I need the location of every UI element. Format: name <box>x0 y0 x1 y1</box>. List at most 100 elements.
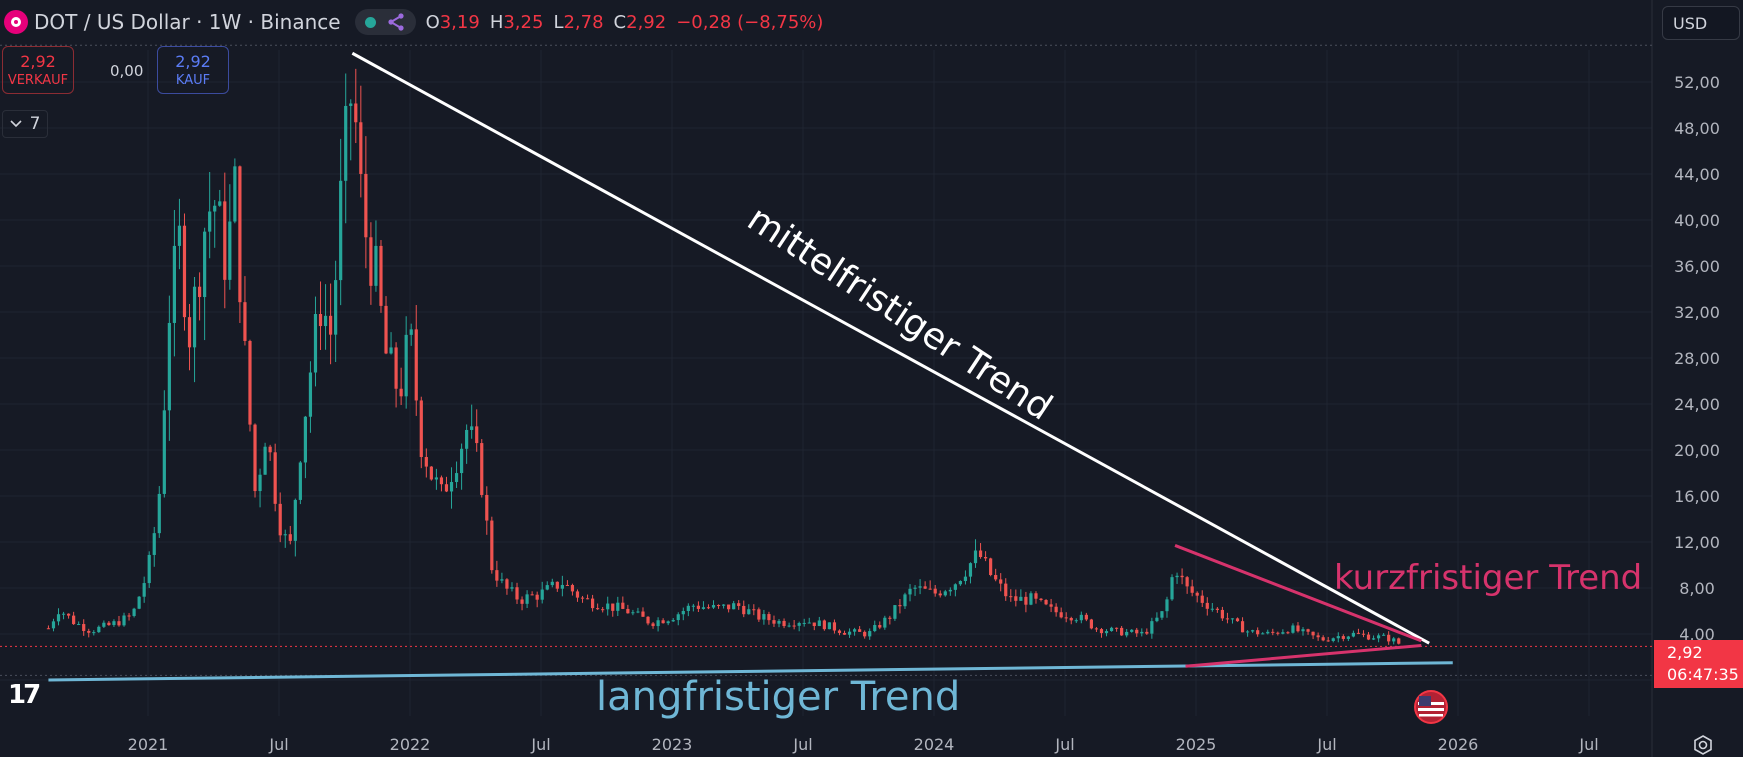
candle-body <box>490 520 494 571</box>
candle-body <box>293 499 297 541</box>
candle-body <box>575 591 580 598</box>
candle-body <box>893 605 897 619</box>
candle-body <box>228 221 232 280</box>
candle-body <box>888 617 892 619</box>
candle-body <box>268 446 272 453</box>
candle-body <box>218 201 222 206</box>
candle-body <box>167 322 171 411</box>
candle-body <box>192 286 197 348</box>
candle-body <box>1346 636 1350 639</box>
candle-body <box>1341 636 1345 639</box>
candle-body <box>1155 617 1159 622</box>
x-tick-label: Jul <box>1054 735 1074 754</box>
candle-body <box>132 608 136 616</box>
candle-body <box>1135 629 1139 634</box>
candle-body <box>187 317 192 348</box>
candle-body <box>540 589 544 600</box>
candle-body <box>1120 627 1124 636</box>
candle-body <box>837 630 842 633</box>
y-tick-label: 4,00 <box>1679 625 1715 644</box>
candle-body <box>807 622 811 624</box>
candle-body <box>77 624 81 626</box>
candle-body <box>374 245 378 286</box>
candle-body <box>318 313 323 327</box>
sell-button[interactable]: 2,92 VERKAUF <box>2 46 74 94</box>
candle-body <box>1165 599 1169 612</box>
candle-body <box>767 614 771 621</box>
candle-body <box>344 105 348 181</box>
candle-body <box>303 416 308 463</box>
candle-body <box>797 623 801 626</box>
candle-body <box>1185 577 1189 587</box>
candle-body <box>747 609 751 615</box>
candle-body <box>157 493 161 534</box>
y-tick-label: 52,00 <box>1674 73 1720 92</box>
visibility-toggle[interactable] <box>354 9 416 35</box>
candle-body <box>97 626 101 633</box>
currency-select[interactable]: USD <box>1662 6 1740 40</box>
candle-body <box>258 474 262 492</box>
candle-body <box>1160 611 1164 618</box>
candle-body <box>696 605 701 609</box>
candle-body <box>1084 614 1088 620</box>
candle-body <box>1245 631 1250 633</box>
candle-body <box>661 620 665 624</box>
indicators-toggle[interactable]: 7 <box>2 110 48 138</box>
candle-body <box>1180 575 1184 578</box>
candle-body <box>328 315 333 335</box>
candle-body <box>1271 631 1275 633</box>
candle-body <box>87 630 91 633</box>
candle-body <box>349 103 353 106</box>
candle-body <box>1099 629 1104 634</box>
candle-body <box>323 315 328 327</box>
ohlc-key: C <box>613 11 627 33</box>
candle-body <box>1321 637 1325 641</box>
candle-body <box>1215 608 1219 610</box>
y-tick-label: 20,00 <box>1674 441 1720 460</box>
symbol-title[interactable]: DOT / US Dollar · 1W · Binance <box>34 10 341 34</box>
candle-body <box>802 622 806 624</box>
x-tick-label: Jul <box>792 735 812 754</box>
candle-body <box>686 605 690 612</box>
candle-body <box>641 611 645 617</box>
candle-body <box>1382 634 1386 636</box>
candle-body <box>1190 586 1194 593</box>
tradingview-logo-icon[interactable]: 17 <box>8 680 41 710</box>
candle-body <box>727 604 731 610</box>
candle-body <box>112 621 116 626</box>
buy-label: KAUF <box>175 73 211 88</box>
candle-body <box>359 122 363 174</box>
candle-body <box>1220 609 1225 619</box>
long-trend-label: langfristiger Trend <box>596 674 960 720</box>
y-tick-label: 28,00 <box>1674 349 1720 368</box>
candle-body <box>1276 632 1280 634</box>
candle-body <box>842 632 847 635</box>
buy-button[interactable]: 2,92 KAUF <box>157 46 229 94</box>
candle-body <box>666 621 670 624</box>
candle-body <box>1024 596 1028 605</box>
candle-body <box>485 494 489 521</box>
candle-body <box>142 583 146 597</box>
candle-body <box>706 607 711 609</box>
x-tick-label: Jul <box>1578 735 1598 754</box>
candle-body <box>1266 631 1270 634</box>
candle-body <box>621 602 625 609</box>
candle-body <box>1039 598 1043 601</box>
candle-body <box>752 609 756 611</box>
candle-body <box>278 503 282 536</box>
candle-body <box>197 286 202 298</box>
candle-body <box>873 625 877 632</box>
candle-body <box>1376 635 1381 639</box>
candle-body <box>444 484 449 492</box>
candle-body <box>107 622 111 626</box>
candle-body <box>555 581 559 589</box>
settings-icon[interactable] <box>1692 734 1714 756</box>
x-tick-label: Jul <box>530 735 550 754</box>
share-icon <box>387 13 404 31</box>
candle-body <box>1326 640 1330 642</box>
candle-body <box>308 372 313 417</box>
candle-body <box>596 608 600 610</box>
us-flag-event-icon[interactable] <box>1413 689 1449 725</box>
